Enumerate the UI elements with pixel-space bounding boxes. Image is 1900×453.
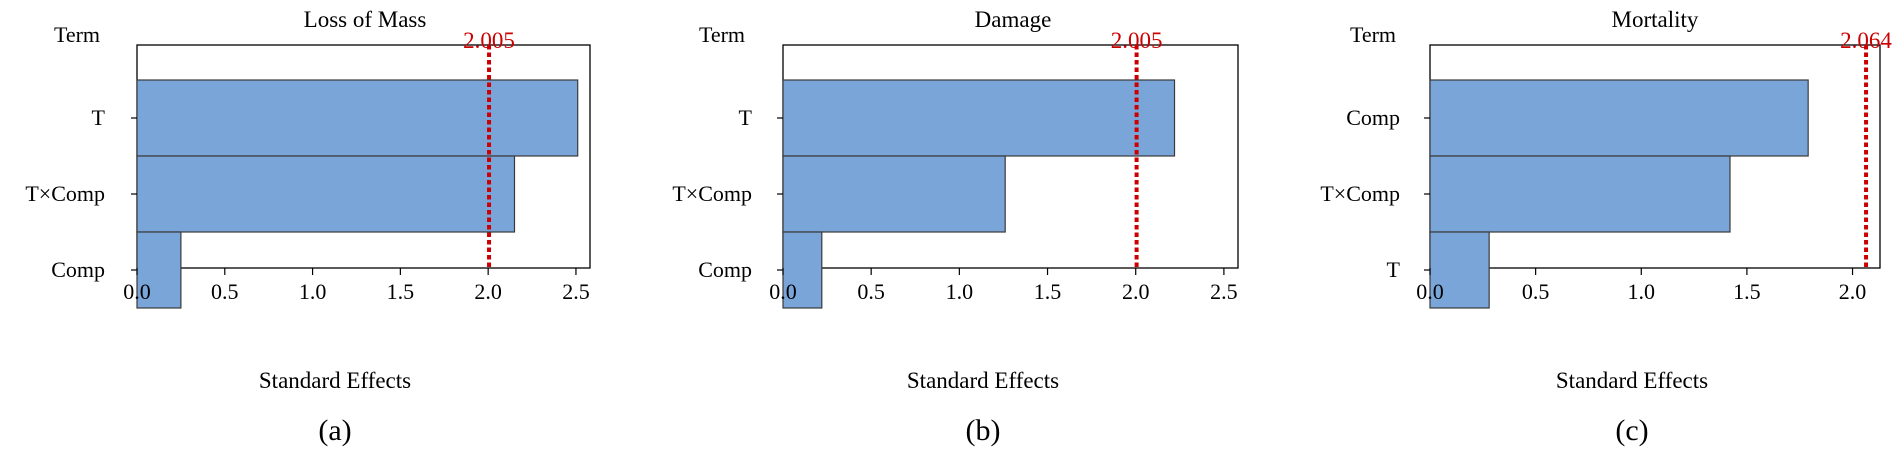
bar: [782, 79, 1176, 157]
category-label: T: [1387, 257, 1401, 282]
x-tick-label: 0.0: [769, 279, 797, 304]
x-tick-label: 1.0: [946, 279, 974, 304]
bar: [136, 155, 516, 233]
chart-panel-3: Mortality Term Comp T×Comp T 2.064 0.0 0.5 1.0 1.…: [1320, 7, 1892, 447]
category-label: Comp: [698, 257, 752, 282]
x-tick-label: 2.5: [1210, 279, 1238, 304]
bar: [136, 79, 579, 157]
x-tick-label: 0.0: [1416, 279, 1444, 304]
category-label: T×Comp: [1320, 181, 1400, 206]
panel-label: (c): [1615, 414, 1648, 447]
term-header: Term: [54, 22, 100, 47]
bar: [782, 231, 823, 309]
x-tick-label: 1.5: [387, 279, 415, 304]
chart-title: Damage: [975, 7, 1052, 32]
x-tick-label: 2.5: [562, 279, 590, 304]
x-tick-label: 1.0: [299, 279, 327, 304]
x-tick-label: 2.0: [1122, 279, 1150, 304]
x-axis-title: Standard Effects: [259, 368, 411, 393]
panel-label: (b): [966, 414, 1001, 447]
x-tick-label: 2.0: [1839, 279, 1867, 304]
category-label: Comp: [51, 257, 105, 282]
chart-panel-2: Damage Term T T×Comp Comp 2.005 0.0 0.5 1.0 1.5 2.…: [672, 7, 1239, 447]
bar: [1429, 231, 1490, 309]
term-header: Term: [699, 22, 745, 47]
reference-line-label: 2.064: [1840, 28, 1892, 53]
category-label: T×Comp: [672, 181, 752, 206]
bar: [782, 155, 1006, 233]
x-tick-label: 1.5: [1733, 279, 1761, 304]
bar: [1429, 79, 1809, 157]
x-tick-label: 0.5: [211, 279, 239, 304]
x-tick-label: 0.0: [123, 279, 151, 304]
reference-line-label: 2.005: [1111, 28, 1163, 53]
chart-title: Mortality: [1612, 7, 1699, 32]
chart-panel-1: Loss of Mass Term T T×Comp Comp 2.005 0.0 0.5 1.…: [25, 7, 591, 447]
x-tick-label: 2.0: [474, 279, 502, 304]
x-tick-label: 1.5: [1034, 279, 1062, 304]
x-axis-title: Standard Effects: [1556, 368, 1708, 393]
category-label: Comp: [1346, 105, 1400, 130]
x-tick-label: 0.5: [1522, 279, 1550, 304]
chart-title: Loss of Mass: [304, 7, 427, 32]
reference-line-label: 2.005: [463, 28, 515, 53]
x-axis-title: Standard Effects: [907, 368, 1059, 393]
x-tick-label: 1.0: [1628, 279, 1656, 304]
x-tick-label: 0.5: [857, 279, 885, 304]
category-label: T: [739, 105, 753, 130]
term-header: Term: [1350, 22, 1396, 47]
bar: [1429, 155, 1731, 233]
category-label: T: [92, 105, 106, 130]
panel-label: (a): [318, 414, 351, 447]
category-label: T×Comp: [25, 181, 105, 206]
bar: [136, 231, 182, 309]
